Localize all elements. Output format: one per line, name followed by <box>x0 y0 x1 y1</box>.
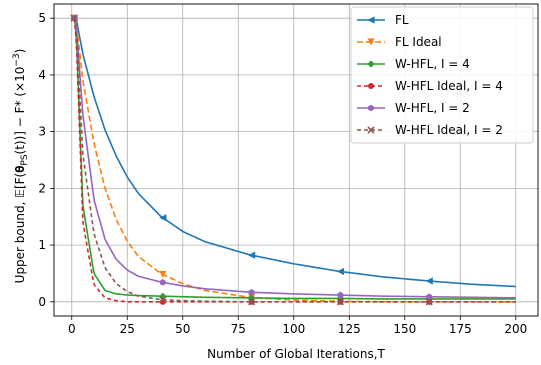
x-tick-label-8: 200 <box>504 322 527 336</box>
series-5-marker-0 <box>70 14 78 22</box>
series-5-marker-2 <box>248 298 256 306</box>
y-tick-label-4: 4 <box>38 68 46 82</box>
legend-label-1: FL Ideal <box>395 35 442 49</box>
y-tick-label-0: 0 <box>38 295 46 309</box>
legend-marker-3 <box>368 83 374 89</box>
series-line-1 <box>73 17 516 303</box>
series-line-0 <box>73 17 516 288</box>
x-tick-label-0: 0 <box>68 322 76 336</box>
series-4-marker-1 <box>159 279 166 286</box>
x-axis-title: Number of Global Iterations,T <box>207 347 385 361</box>
legend: FL FL Ideal W-HFL, I = 4 W-HFL Ideal, I = 4… <box>350 6 534 144</box>
series-1-marker-1 <box>159 270 167 279</box>
x-tick-label-6: 150 <box>393 322 416 336</box>
legend-label-0: FL <box>395 13 409 27</box>
legend-marker-1 <box>367 38 375 46</box>
x-tick-label-3: 75 <box>231 322 246 336</box>
series-2-marker-3 <box>336 294 345 303</box>
legend-marker-0 <box>367 16 375 24</box>
series-4-marker-4 <box>426 293 433 301</box>
y-axis-title-close: ) <box>13 49 27 54</box>
series-line-2 <box>73 18 516 300</box>
y-axis-title-exp: −3 <box>12 53 22 66</box>
legend-label-2: W-HFL, I = 4 <box>395 57 470 71</box>
legend-label-4: W-HFL, I = 2 <box>395 101 470 115</box>
series-5-marker-1 <box>159 296 167 304</box>
series-2-marker-1 <box>159 292 167 300</box>
svg-text:Upper bound, 𝔼[F(𝛉PS(t))] −: Upper bound, 𝔼[F(𝛉PS(t))] − F* (×10−3) <box>12 49 30 284</box>
y-axis-title-main: Upper bound, 𝔼[F(𝛉 <box>13 166 27 284</box>
series-line-4 <box>73 17 516 299</box>
legend-box <box>350 6 534 144</box>
series-4-marker-3 <box>337 291 344 299</box>
series-2-marker-2 <box>247 294 256 302</box>
series-5-marker-3 <box>336 298 344 306</box>
series-5 <box>70 14 516 306</box>
series-0-marker-2 <box>247 251 256 259</box>
legend-label-5: W-HFL Ideal, I = 2 <box>395 123 503 137</box>
x-tick-label-1: 25 <box>120 322 135 336</box>
x-tick-label-7: 175 <box>449 322 472 336</box>
series-4 <box>71 14 516 301</box>
y-tick-label-2: 2 <box>38 181 46 195</box>
y-tick-label-1: 1 <box>38 238 46 252</box>
x-tick-label-5: 125 <box>338 322 361 336</box>
y-tick-label-3: 3 <box>38 125 46 139</box>
series-4-marker-2 <box>248 288 255 296</box>
plot-frame <box>53 3 539 317</box>
series-0-marker-4 <box>425 277 433 285</box>
series-0-marker-1 <box>159 214 167 222</box>
legend-marker-4 <box>368 104 374 112</box>
legend-marker-5 <box>367 126 375 134</box>
series-0-marker-3 <box>336 267 345 276</box>
legend-label-3: W-HFL Ideal, I = 4 <box>395 79 503 93</box>
legend-marker-2 <box>367 60 375 68</box>
y-axis-title: Upper bound, 𝔼[F(𝛉PS(t))] − F* (×10−3) <box>12 49 30 284</box>
y-axis-title-sub: PS <box>20 154 30 165</box>
x-tick-label-2: 50 <box>175 322 190 336</box>
series-5-marker-4 <box>425 298 433 306</box>
y-axis-title-tail: (t))] − F* (×10 <box>13 67 27 155</box>
x-tick-label-4: 100 <box>282 322 305 336</box>
y-tick-label-5: 5 <box>38 11 46 25</box>
